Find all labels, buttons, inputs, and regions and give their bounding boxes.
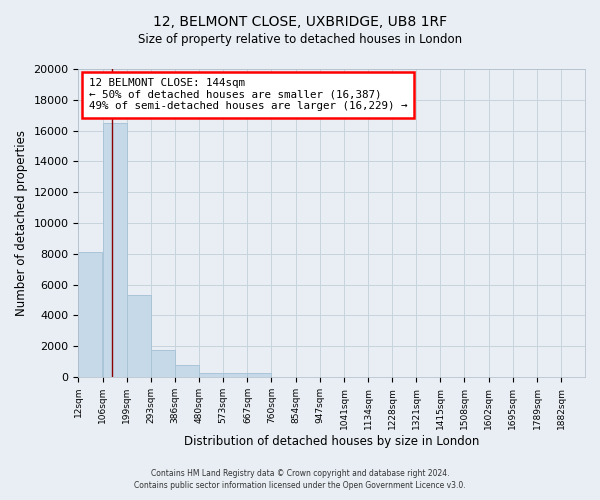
Bar [151, 350, 175, 377]
Bar [79, 252, 103, 377]
Y-axis label: Number of detached properties: Number of detached properties [15, 130, 28, 316]
Bar [223, 373, 247, 377]
Text: 12 BELMONT CLOSE: 144sqm
← 50% of detached houses are smaller (16,387)
49% of se: 12 BELMONT CLOSE: 144sqm ← 50% of detach… [89, 78, 407, 112]
Text: 12, BELMONT CLOSE, UXBRIDGE, UB8 1RF: 12, BELMONT CLOSE, UXBRIDGE, UB8 1RF [153, 15, 447, 29]
Bar [247, 373, 271, 377]
Bar [199, 373, 223, 377]
X-axis label: Distribution of detached houses by size in London: Distribution of detached houses by size … [184, 434, 479, 448]
Bar [127, 296, 151, 377]
Text: Size of property relative to detached houses in London: Size of property relative to detached ho… [138, 32, 462, 46]
Bar [175, 365, 199, 377]
Bar [103, 123, 127, 377]
Text: Contains HM Land Registry data © Crown copyright and database right 2024.
Contai: Contains HM Land Registry data © Crown c… [134, 468, 466, 490]
